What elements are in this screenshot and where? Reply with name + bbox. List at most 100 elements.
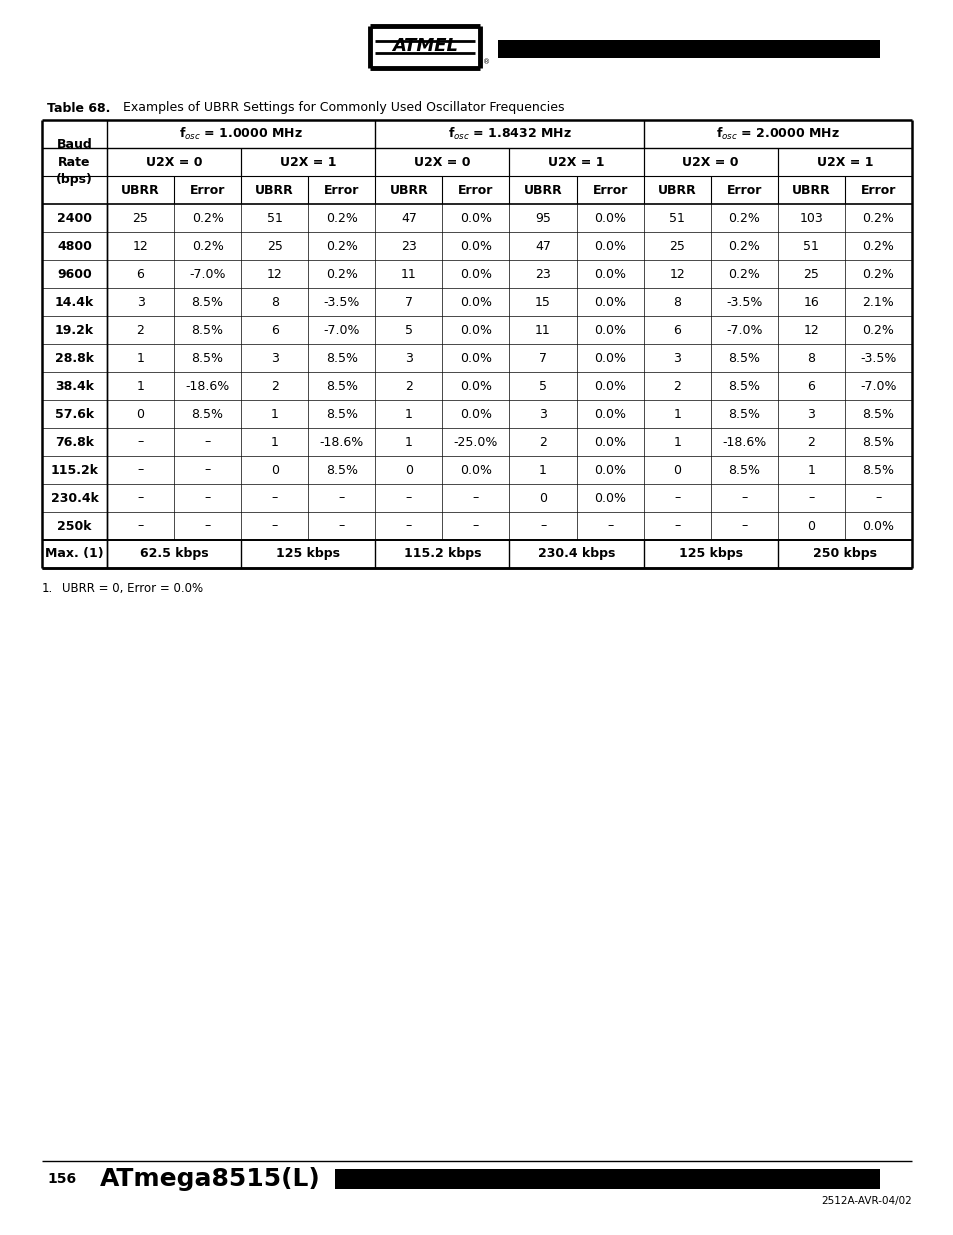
- Text: 47: 47: [400, 211, 416, 225]
- Text: 0.0%: 0.0%: [594, 324, 625, 336]
- Text: 38.4k: 38.4k: [55, 379, 94, 393]
- Text: 0.2%: 0.2%: [862, 211, 894, 225]
- Bar: [497, 40, 879, 58]
- Text: Error: Error: [860, 184, 895, 196]
- Text: 2.1%: 2.1%: [862, 295, 893, 309]
- Text: 1.: 1.: [42, 582, 53, 595]
- Text: 8.5%: 8.5%: [862, 463, 894, 477]
- Text: 8: 8: [271, 295, 278, 309]
- Text: 0.0%: 0.0%: [594, 240, 625, 252]
- Text: 0.0%: 0.0%: [459, 379, 492, 393]
- Text: 62.5 kbps: 62.5 kbps: [140, 547, 208, 561]
- Text: –: –: [204, 436, 211, 448]
- Text: Error: Error: [592, 184, 627, 196]
- Text: 0.2%: 0.2%: [862, 240, 894, 252]
- Text: 0.0%: 0.0%: [459, 211, 492, 225]
- Text: 8.5%: 8.5%: [727, 379, 760, 393]
- Text: U2X = 1: U2X = 1: [280, 156, 336, 168]
- Text: –: –: [674, 520, 679, 532]
- Text: 8.5%: 8.5%: [727, 408, 760, 420]
- Text: U2X = 1: U2X = 1: [816, 156, 872, 168]
- Text: 0.2%: 0.2%: [326, 211, 357, 225]
- Text: UBRR = 0, Error = 0.0%: UBRR = 0, Error = 0.0%: [62, 582, 203, 595]
- Text: 2: 2: [136, 324, 144, 336]
- Text: –: –: [137, 520, 144, 532]
- Text: 0: 0: [538, 492, 546, 505]
- Text: 3: 3: [271, 352, 278, 364]
- Text: –: –: [338, 492, 345, 505]
- Text: 2: 2: [673, 379, 680, 393]
- Text: 0.2%: 0.2%: [862, 268, 894, 280]
- Text: 3: 3: [136, 295, 144, 309]
- Text: 8.5%: 8.5%: [862, 408, 894, 420]
- Text: 8.5%: 8.5%: [326, 379, 357, 393]
- Text: -18.6%: -18.6%: [319, 436, 363, 448]
- Text: 0.0%: 0.0%: [459, 352, 492, 364]
- Text: UBRR: UBRR: [121, 184, 160, 196]
- Text: 0.2%: 0.2%: [192, 240, 223, 252]
- Text: 6: 6: [673, 324, 680, 336]
- Text: 2400: 2400: [57, 211, 91, 225]
- Text: 7: 7: [404, 295, 413, 309]
- Text: -7.0%: -7.0%: [190, 268, 226, 280]
- Text: –: –: [137, 436, 144, 448]
- Text: 0: 0: [806, 520, 815, 532]
- Text: 11: 11: [400, 268, 416, 280]
- Text: 1: 1: [806, 463, 815, 477]
- Text: –: –: [204, 463, 211, 477]
- Text: f$_{osc}$ = 1.8432 MHz: f$_{osc}$ = 1.8432 MHz: [447, 126, 571, 142]
- Text: 115.2 kbps: 115.2 kbps: [403, 547, 480, 561]
- Text: -25.0%: -25.0%: [454, 436, 497, 448]
- Text: 0.0%: 0.0%: [594, 352, 625, 364]
- Text: 12: 12: [802, 324, 819, 336]
- Text: U2X = 0: U2X = 0: [146, 156, 202, 168]
- Text: 0.2%: 0.2%: [192, 211, 223, 225]
- Text: ATmega8515(L): ATmega8515(L): [100, 1167, 320, 1191]
- Text: –: –: [137, 463, 144, 477]
- Text: 6: 6: [136, 268, 144, 280]
- Text: 0.0%: 0.0%: [594, 436, 625, 448]
- Text: -7.0%: -7.0%: [323, 324, 359, 336]
- Text: UBRR: UBRR: [389, 184, 428, 196]
- Text: 8.5%: 8.5%: [326, 408, 357, 420]
- Text: 230.4 kbps: 230.4 kbps: [537, 547, 615, 561]
- Text: 0.0%: 0.0%: [862, 520, 894, 532]
- Text: 6: 6: [806, 379, 815, 393]
- Text: UBRR: UBRR: [255, 184, 294, 196]
- Text: 8.5%: 8.5%: [326, 463, 357, 477]
- Text: 3: 3: [404, 352, 413, 364]
- Text: 125 kbps: 125 kbps: [276, 547, 340, 561]
- Text: –: –: [606, 520, 613, 532]
- Text: UBRR: UBRR: [523, 184, 562, 196]
- Text: –: –: [875, 492, 881, 505]
- Text: 23: 23: [535, 268, 550, 280]
- Text: ATMEL: ATMEL: [392, 37, 457, 56]
- Text: 25: 25: [669, 240, 684, 252]
- Text: 8.5%: 8.5%: [192, 295, 223, 309]
- Text: 0: 0: [271, 463, 278, 477]
- Text: f$_{osc}$ = 2.0000 MHz: f$_{osc}$ = 2.0000 MHz: [715, 126, 839, 142]
- Text: 0.2%: 0.2%: [862, 324, 894, 336]
- Text: 25: 25: [267, 240, 282, 252]
- Text: -3.5%: -3.5%: [725, 295, 761, 309]
- Text: –: –: [137, 492, 144, 505]
- Text: 16: 16: [802, 295, 819, 309]
- Text: –: –: [473, 520, 478, 532]
- Text: Baud
Rate
(bps): Baud Rate (bps): [56, 138, 92, 185]
- Text: 51: 51: [802, 240, 819, 252]
- Text: U2X = 0: U2X = 0: [414, 156, 470, 168]
- Text: –: –: [473, 492, 478, 505]
- Text: 8.5%: 8.5%: [727, 352, 760, 364]
- Text: 2: 2: [538, 436, 546, 448]
- Text: 8: 8: [673, 295, 680, 309]
- Text: U2X = 0: U2X = 0: [681, 156, 739, 168]
- Text: 8: 8: [806, 352, 815, 364]
- Text: 11: 11: [535, 324, 550, 336]
- Text: 95: 95: [535, 211, 551, 225]
- Text: 8.5%: 8.5%: [727, 463, 760, 477]
- Text: Table 68.: Table 68.: [47, 101, 111, 115]
- Text: –: –: [272, 492, 277, 505]
- Text: –: –: [539, 520, 546, 532]
- Text: 3: 3: [538, 408, 546, 420]
- Text: f$_{osc}$ = 1.0000 MHz: f$_{osc}$ = 1.0000 MHz: [179, 126, 303, 142]
